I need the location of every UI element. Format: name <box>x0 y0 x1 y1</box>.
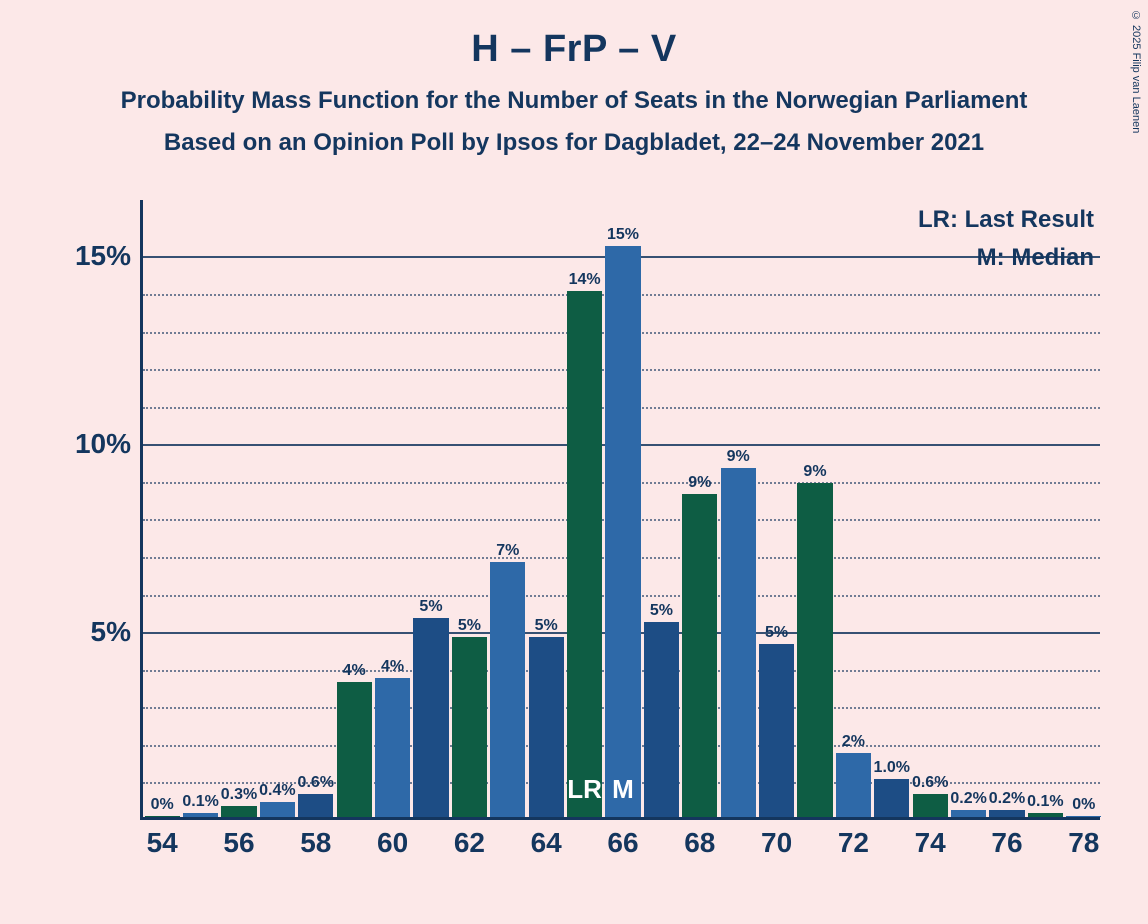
x-axis-tick: 68 <box>684 827 715 859</box>
bar: 0.6% <box>298 794 333 817</box>
bar-value-label: 4% <box>381 658 404 676</box>
bar: 0.4% <box>260 802 295 817</box>
x-axis-tick: 58 <box>300 827 331 859</box>
bar: 5% <box>644 622 679 817</box>
x-axis-tick: 72 <box>838 827 869 859</box>
bar: 5% <box>529 637 564 817</box>
bar-value-label: 0.6% <box>912 774 948 792</box>
chart-subtitle-2: Based on an Opinion Poll by Ipsos for Da… <box>0 129 1148 157</box>
plot-area: LR: Last Result M: Median 5%10%15%545658… <box>140 200 1100 820</box>
bar-value-label: 7% <box>496 542 519 560</box>
chart-container: LR: Last Result M: Median 5%10%15%545658… <box>60 200 1100 880</box>
x-axis-tick: 60 <box>377 827 408 859</box>
chart-subtitle-1: Probability Mass Function for the Number… <box>0 87 1148 115</box>
bar-value-label: 1.0% <box>874 759 910 777</box>
bar: 9% <box>721 468 756 817</box>
bar-value-label: 0.2% <box>950 790 986 808</box>
bar: 0.1% <box>183 813 218 817</box>
x-axis-tick: 76 <box>991 827 1022 859</box>
bar: 4% <box>375 678 410 817</box>
bar-value-label: 0.6% <box>298 774 334 792</box>
x-axis-tick: 74 <box>915 827 946 859</box>
bar: 9% <box>797 483 832 817</box>
bar: 0.2% <box>989 810 1024 818</box>
bar: 0.3% <box>221 806 256 817</box>
bar: 15%M <box>605 246 640 817</box>
bar-value-label: 5% <box>650 602 673 620</box>
bar-value-label: 5% <box>535 617 558 635</box>
bar-value-label: 9% <box>688 474 711 492</box>
x-axis-tick: 64 <box>531 827 562 859</box>
bar: 0.1% <box>1028 813 1063 817</box>
bar: 5% <box>759 644 794 817</box>
bar: 0% <box>1066 816 1101 817</box>
bar-value-label: 5% <box>419 598 442 616</box>
x-axis-tick: 66 <box>607 827 638 859</box>
y-axis-tick: 10% <box>75 428 131 460</box>
bar: 0.6% <box>913 794 948 817</box>
bar-value-label: 9% <box>803 463 826 481</box>
x-axis-tick: 56 <box>223 827 254 859</box>
x-axis-tick: 62 <box>454 827 485 859</box>
bar: 0.2% <box>951 810 986 818</box>
y-axis-tick: 15% <box>75 240 131 272</box>
bar-value-label: 5% <box>458 617 481 635</box>
title-block: H – FrP – V Probability Mass Function fo… <box>0 0 1148 157</box>
bar: 1.0% <box>874 779 909 817</box>
bar-value-label: 0% <box>1072 796 1095 814</box>
bar-value-label: 15% <box>607 226 639 244</box>
bar-value-label: 2% <box>842 733 865 751</box>
x-axis-tick: 70 <box>761 827 792 859</box>
bar: 5% <box>413 618 448 817</box>
bar-value-label: 0% <box>151 796 174 814</box>
copyright-text: © 2025 Filip van Laenen <box>1130 10 1142 133</box>
bar-value-label: 5% <box>765 624 788 642</box>
bar: 4% <box>337 682 372 817</box>
x-axis-tick: 78 <box>1068 827 1099 859</box>
bar-value-label: 9% <box>727 448 750 466</box>
bar: 14%LR <box>567 291 602 817</box>
last-result-marker: LR <box>567 774 602 805</box>
bar: 2% <box>836 753 871 817</box>
bar-value-label: 0.4% <box>259 782 295 800</box>
bar: 9% <box>682 494 717 817</box>
bar-value-label: 0.1% <box>1027 793 1063 811</box>
bar: 7% <box>490 562 525 818</box>
bar-value-label: 0.1% <box>182 793 218 811</box>
legend-lr: LR: Last Result <box>918 206 1094 234</box>
x-axis-tick: 54 <box>147 827 178 859</box>
y-axis-tick: 5% <box>91 616 131 648</box>
bar-value-label: 14% <box>569 271 601 289</box>
bar: 5% <box>452 637 487 817</box>
bar-value-label: 4% <box>343 662 366 680</box>
bar-value-label: 0.3% <box>221 786 257 804</box>
bar-value-label: 0.2% <box>989 790 1025 808</box>
median-marker: M <box>612 774 634 805</box>
bar: 0% <box>145 816 180 817</box>
chart-title: H – FrP – V <box>0 28 1148 71</box>
